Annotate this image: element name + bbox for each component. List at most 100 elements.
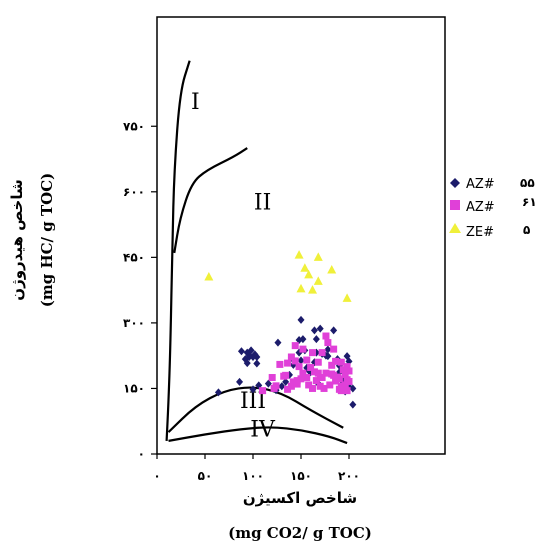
data-point-square xyxy=(309,384,317,392)
data-point-square xyxy=(287,353,295,361)
data-point-square xyxy=(326,381,334,389)
data-point-triangle xyxy=(204,272,214,281)
zone-label: IV xyxy=(250,418,276,443)
data-point-square xyxy=(341,381,349,389)
data-point-square xyxy=(343,363,351,371)
data-point-diamond xyxy=(310,326,318,335)
data-point-square xyxy=(295,363,303,371)
data-point-square xyxy=(276,360,284,368)
data-point-square xyxy=(291,357,299,365)
y-tick-label: ۳۰۰ xyxy=(123,316,145,330)
data-point-square xyxy=(324,339,332,347)
data-point-diamond xyxy=(249,385,257,394)
data-point-square xyxy=(312,377,320,385)
legend-count: ۵ xyxy=(523,223,530,237)
data-points xyxy=(204,250,357,409)
data-point-square xyxy=(284,385,292,393)
data-point-diamond xyxy=(349,384,357,393)
data-point-square xyxy=(318,349,326,357)
y-axis-ticks: ۰ ۱۵۰ ۳۰۰ ۴۵۰ ۶۰۰ ۷۵۰ xyxy=(123,119,157,461)
x-tick-label: ۲۰۰ xyxy=(338,469,360,483)
data-point-diamond xyxy=(214,388,222,397)
data-point-diamond xyxy=(247,346,255,355)
data-point-square xyxy=(314,358,322,366)
data-point-square xyxy=(337,358,345,366)
data-point-square xyxy=(291,342,299,350)
data-point-diamond xyxy=(297,315,305,324)
data-point-triangle xyxy=(313,252,323,261)
data-point-square xyxy=(320,384,328,392)
data-point-square xyxy=(330,345,338,353)
data-point-square xyxy=(341,370,349,378)
zone-boundary-3 xyxy=(167,386,344,433)
data-point-square xyxy=(343,387,351,395)
data-point-square xyxy=(332,357,340,365)
data-point-diamond xyxy=(312,335,320,344)
data-point-square xyxy=(328,370,336,378)
plot-frame xyxy=(156,16,446,455)
data-point-square xyxy=(303,374,311,382)
legend: AZ# ۵۵ AZ# ۶۱ ZE# ۵ xyxy=(449,176,537,240)
data-point-square xyxy=(268,374,276,382)
data-point-diamond xyxy=(237,347,245,356)
x-axis-ticks: ۰ ۵۰ ۱۰۰ ۱۵۰ ۲۰۰ xyxy=(153,454,360,483)
data-point-triangle xyxy=(342,293,352,302)
data-point-triangle xyxy=(304,269,314,279)
zone-boundary-4 xyxy=(168,426,348,445)
data-point-triangle xyxy=(327,265,337,274)
x-axis-title-fa: شاخص اکسیژن xyxy=(243,489,357,507)
y-tick-label: ۰ xyxy=(138,447,145,461)
zone-label: II xyxy=(254,190,271,215)
y-tick-label: ۶۰۰ xyxy=(123,185,145,199)
data-point-diamond xyxy=(253,359,261,368)
data-point-square xyxy=(322,369,330,377)
data-point-square xyxy=(293,380,301,388)
data-point-square xyxy=(299,345,307,353)
data-point-square xyxy=(299,369,307,377)
legend-label: AZ# xyxy=(466,177,495,192)
data-point-square xyxy=(322,332,330,340)
data-point-square xyxy=(339,366,347,374)
data-point-square xyxy=(314,369,322,377)
y-axis-title-fa: شاخص هیدروژن xyxy=(8,179,26,300)
x-tick-label: ۰ xyxy=(153,469,160,483)
zone-boundary-1 xyxy=(165,60,191,441)
data-point-square xyxy=(309,349,317,357)
data-point-diamond xyxy=(282,377,290,386)
data-point-square xyxy=(345,367,353,375)
data-point-diamond xyxy=(278,382,286,391)
legend-marker-triangle xyxy=(449,223,461,233)
data-point-square xyxy=(316,382,324,390)
data-point-triangle xyxy=(296,283,306,293)
data-point-triangle xyxy=(300,263,310,272)
data-point-square xyxy=(284,359,292,367)
legend-marker-square xyxy=(450,200,460,210)
data-point-diamond xyxy=(236,377,244,386)
zone-boundary-2 xyxy=(173,147,248,254)
data-point-square xyxy=(305,381,313,389)
y-tick-label: ۱۵۰ xyxy=(123,381,145,395)
data-point-diamond xyxy=(249,352,257,361)
data-point-square xyxy=(310,368,318,376)
x-tick-label: ۱۵۰ xyxy=(290,469,312,483)
data-point-triangle xyxy=(308,285,318,294)
data-point-square xyxy=(345,377,353,385)
data-point-diamond xyxy=(330,326,338,335)
data-point-diamond xyxy=(274,338,282,347)
data-point-diamond xyxy=(297,356,305,365)
data-point-square xyxy=(328,361,336,369)
data-point-diamond xyxy=(243,359,251,368)
data-point-diamond xyxy=(349,400,357,409)
data-point-square xyxy=(287,382,295,390)
legend-label: AZ# xyxy=(466,200,495,215)
x-tick-label: ۵۰ xyxy=(198,469,213,483)
data-point-square xyxy=(303,356,311,364)
legend-count: ۵۵ xyxy=(520,176,535,190)
legend-count: ۶۱ xyxy=(522,195,537,209)
data-point-square xyxy=(259,387,267,395)
y-tick-label: ۴۵۰ xyxy=(123,250,145,264)
data-point-square xyxy=(289,378,297,386)
x-axis-title-units: (mg CO2/ g TOC) xyxy=(228,524,372,542)
